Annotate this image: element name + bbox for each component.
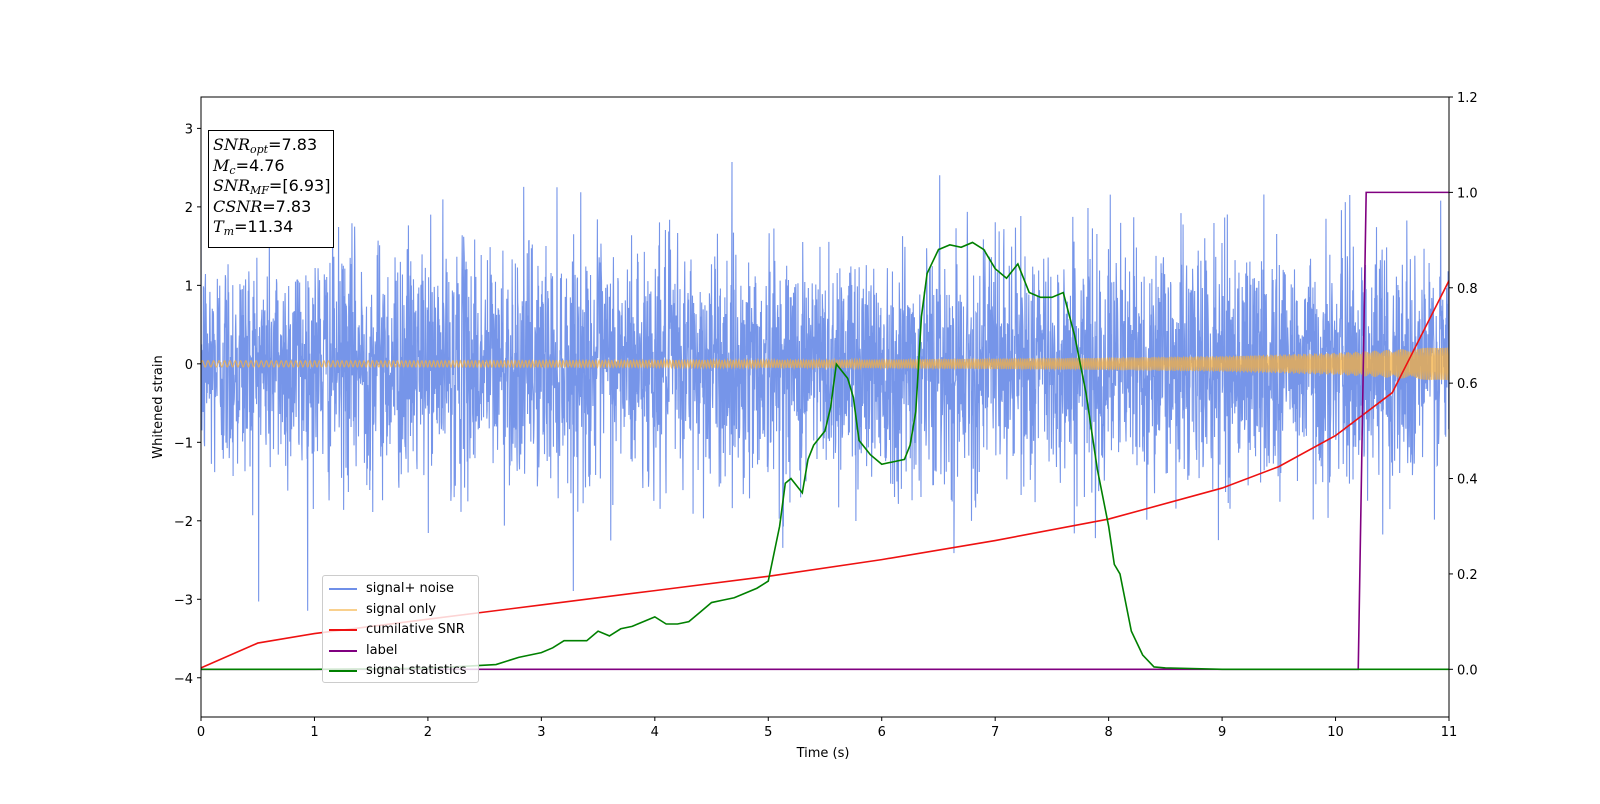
y-tick-label: 0 xyxy=(185,358,193,373)
x-tick-label: 3 xyxy=(537,725,545,740)
info-value: =[6.93] xyxy=(268,176,331,195)
y-axis-label: Whitened strain xyxy=(151,355,166,458)
info-variable: M xyxy=(213,155,230,175)
series-label-line xyxy=(201,191,1449,671)
legend-swatch xyxy=(329,629,357,632)
legend-label: label xyxy=(366,642,398,658)
y2-tick-label: 0.2 xyxy=(1457,568,1478,583)
legend-label: cumilative SNR xyxy=(366,622,465,638)
x-tick-label: 10 xyxy=(1327,725,1344,740)
x-tick-label: 7 xyxy=(991,725,999,740)
x-tick-label: 4 xyxy=(651,725,659,740)
y-tick-label: 1 xyxy=(185,279,193,294)
y2-tick-label: 0.6 xyxy=(1457,377,1478,392)
series-signal-noise-line xyxy=(201,161,1449,611)
legend-swatch xyxy=(329,588,357,590)
x-axis-label: Time (s) xyxy=(796,746,850,761)
y2-tick-label: 1.2 xyxy=(1457,91,1478,106)
info-subscript: c xyxy=(229,163,236,177)
info-line: SNRMF=[6.93] xyxy=(213,176,333,197)
y-tick-label: 3 xyxy=(185,122,193,137)
legend-item: signal statistics xyxy=(323,661,478,682)
y-tick-label: −2 xyxy=(174,515,193,530)
x-tick-label: 0 xyxy=(197,725,205,740)
snr-info-box: SNRopt=7.83 Mc=4.76 SNRMF=[6.93] CSNR=7.83 T… xyxy=(208,130,334,248)
y-tick-label: −1 xyxy=(174,436,193,451)
legend-label: signal only xyxy=(366,601,437,617)
info-variable: CSNR xyxy=(213,196,263,216)
info-variable: T xyxy=(213,217,224,236)
y2-tick-label: 0.4 xyxy=(1457,473,1478,488)
x-tick-label: 11 xyxy=(1441,725,1458,740)
series-signal-statistics-line xyxy=(201,241,1449,671)
info-value: =7.83 xyxy=(262,196,312,216)
info-subscript: MF xyxy=(250,184,269,197)
info-line: CSNR=7.83 xyxy=(213,197,333,218)
legend-label: signal+ noise xyxy=(366,581,455,596)
y-tick-label: 2 xyxy=(185,201,193,216)
info-line: Mc=4.76 xyxy=(213,156,333,177)
legend-label: signal statistics xyxy=(366,663,467,679)
info-value: =11.34 xyxy=(234,217,294,236)
legend-item: signal+ noise xyxy=(323,579,478,600)
legend-swatch xyxy=(329,670,357,673)
info-variable: SNR xyxy=(213,135,251,154)
info-value: =7.83 xyxy=(268,135,318,154)
y-tick-label: −3 xyxy=(174,593,193,608)
y2-tick-label: 1.0 xyxy=(1457,186,1478,201)
x-tick-label: 6 xyxy=(878,725,886,740)
info-line: Tm=11.34 xyxy=(213,217,333,238)
legend-item: signal only xyxy=(323,600,478,621)
y2-tick-label: 0.8 xyxy=(1457,282,1478,297)
info-subscript: m xyxy=(223,225,235,238)
y2-tick-label: 0.0 xyxy=(1457,663,1478,678)
x-tick-label: 8 xyxy=(1104,725,1112,740)
legend: signal+ noise signal only cumilative SNR la… xyxy=(322,575,479,683)
x-tick-label: 5 xyxy=(764,725,772,740)
legend-item: cumilative SNR xyxy=(323,620,478,641)
info-value: =4.76 xyxy=(235,155,285,175)
info-line: SNRopt=7.83 xyxy=(213,135,333,156)
legend-swatch xyxy=(329,649,357,652)
plot-frame xyxy=(200,96,1450,718)
x-tick-label: 2 xyxy=(424,725,432,740)
series-signal-only-line xyxy=(201,347,1449,381)
legend-swatch xyxy=(329,608,357,611)
legend-item: label xyxy=(323,641,478,662)
info-subscript: opt xyxy=(250,143,269,156)
y-tick-label: −4 xyxy=(174,672,193,687)
info-variable: SNR xyxy=(213,176,251,195)
x-tick-label: 1 xyxy=(310,725,318,740)
x-tick-label: 9 xyxy=(1218,725,1226,740)
